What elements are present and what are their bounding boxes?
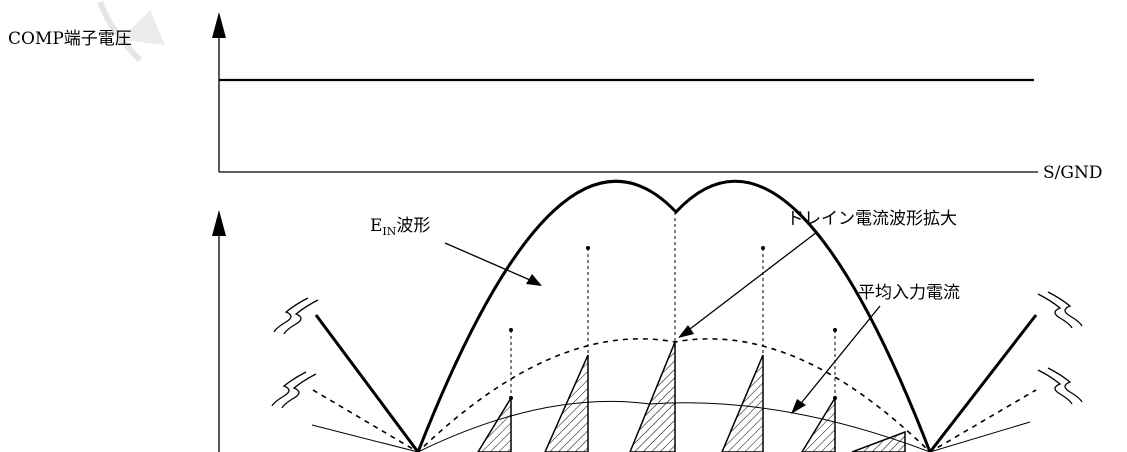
break-mark-icon	[271, 371, 317, 409]
bottom-panel: EIN波形 ドレイン電流波形拡大 平均入力電流	[212, 179, 1083, 452]
top-panel: COMP端子電圧 S/GND	[8, 12, 1102, 183]
hatched-triangle-icon	[544, 354, 589, 452]
ein-pointer	[444, 242, 542, 286]
break-mark-icon	[273, 297, 319, 335]
hatched-triangle-icon	[477, 395, 512, 452]
drain-current-pulses	[477, 341, 906, 452]
break-mark-icon	[1037, 291, 1083, 329]
drain-current-pointer	[678, 231, 818, 338]
drain-current-label: ドレイン電流波形拡大	[787, 209, 957, 229]
break-mark-icon	[1037, 367, 1083, 405]
ein-waveform	[314, 179, 1038, 452]
average-input-label: 平均入力電流	[858, 283, 960, 303]
ground-label: S/GND	[1043, 163, 1102, 183]
comp-voltage-label: COMP端子電圧	[8, 29, 132, 49]
ein-label: EIN波形	[370, 216, 430, 238]
intersection-dots	[509, 246, 837, 400]
average-input-pointer	[791, 305, 881, 414]
arrow-up-icon	[212, 210, 226, 236]
hatched-triangle-icon	[801, 395, 836, 452]
break-marks	[271, 291, 1083, 409]
hatched-triangle-icon	[851, 430, 906, 452]
arrow-up-icon	[212, 12, 226, 38]
watermark	[97, 0, 165, 63]
hatched-triangle-icon	[721, 354, 764, 452]
hatched-triangle-icon	[629, 341, 676, 452]
